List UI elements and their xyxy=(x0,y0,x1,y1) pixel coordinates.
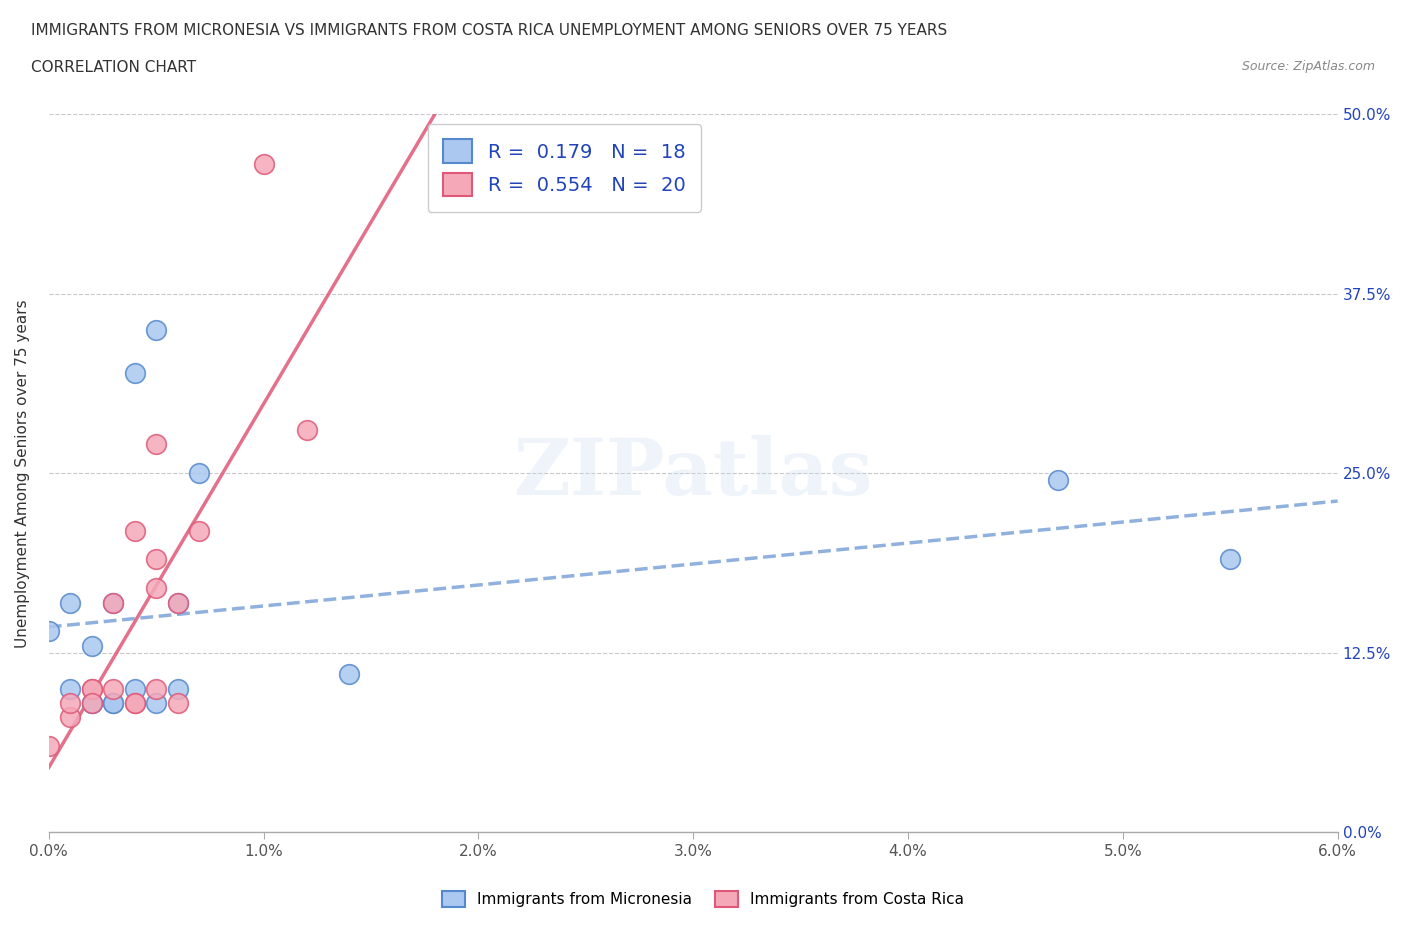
Point xyxy=(339,667,361,682)
Point xyxy=(188,524,211,538)
Point xyxy=(103,682,125,697)
Point xyxy=(1219,552,1241,567)
Point xyxy=(38,738,60,753)
Point xyxy=(145,552,167,567)
Text: ZIPatlas: ZIPatlas xyxy=(513,435,873,512)
Point xyxy=(124,365,146,380)
Point xyxy=(59,696,82,711)
Point xyxy=(80,696,103,711)
Y-axis label: Unemployment Among Seniors over 75 years: Unemployment Among Seniors over 75 years xyxy=(15,299,30,647)
Point xyxy=(145,322,167,337)
Point xyxy=(166,682,188,697)
Legend: R =  0.179   N =  18, R =  0.554   N =  20: R = 0.179 N = 18, R = 0.554 N = 20 xyxy=(427,124,702,212)
Point xyxy=(295,422,318,437)
Point xyxy=(80,696,103,711)
Point xyxy=(145,682,167,697)
Point xyxy=(188,466,211,481)
Text: CORRELATION CHART: CORRELATION CHART xyxy=(31,60,195,75)
Point xyxy=(166,696,188,711)
Point xyxy=(103,696,125,711)
Point xyxy=(80,638,103,653)
Point xyxy=(59,595,82,610)
Text: IMMIGRANTS FROM MICRONESIA VS IMMIGRANTS FROM COSTA RICA UNEMPLOYMENT AMONG SENI: IMMIGRANTS FROM MICRONESIA VS IMMIGRANTS… xyxy=(31,23,948,38)
Point xyxy=(124,682,146,697)
Point xyxy=(124,696,146,711)
Point xyxy=(103,696,125,711)
Point xyxy=(80,682,103,697)
Point xyxy=(59,710,82,724)
Point xyxy=(166,595,188,610)
Point xyxy=(145,580,167,595)
Point xyxy=(103,595,125,610)
Text: Source: ZipAtlas.com: Source: ZipAtlas.com xyxy=(1241,60,1375,73)
Point xyxy=(124,524,146,538)
Point xyxy=(124,696,146,711)
Point xyxy=(103,595,125,610)
Point xyxy=(80,682,103,697)
Point xyxy=(145,696,167,711)
Point xyxy=(166,595,188,610)
Point xyxy=(38,624,60,639)
Point xyxy=(80,696,103,711)
Point xyxy=(252,157,274,172)
Legend: Immigrants from Micronesia, Immigrants from Costa Rica: Immigrants from Micronesia, Immigrants f… xyxy=(436,884,970,913)
Point xyxy=(145,437,167,452)
Point xyxy=(59,682,82,697)
Point xyxy=(1047,473,1070,488)
